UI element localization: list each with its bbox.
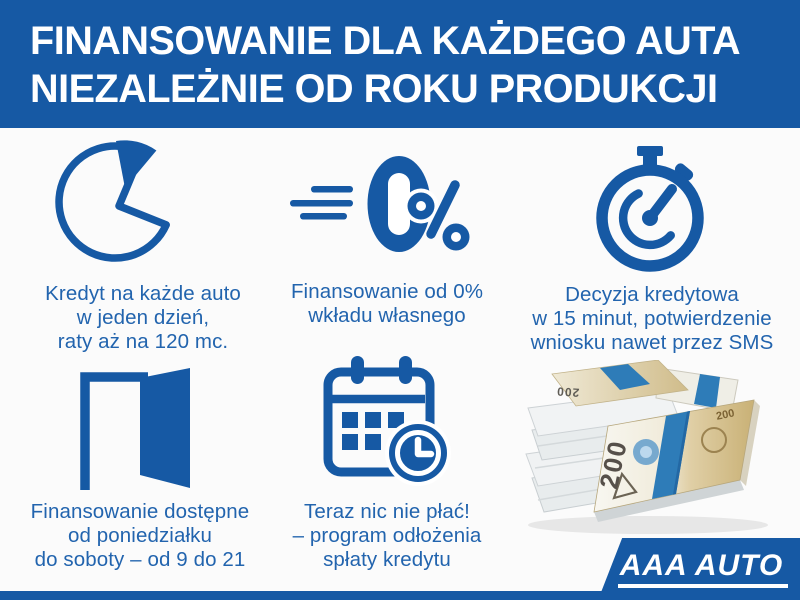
header-line-1: FINANSOWANIE DLA KAŻDEGO AUTA: [30, 19, 741, 63]
pie-chart-icon: [55, 140, 170, 262]
caption-line: Decyzja kredytowa: [565, 283, 739, 306]
calendar-clock-icon: [323, 356, 451, 486]
brand-banner: AAA AUTO: [598, 538, 800, 600]
caption-line: raty aż na 120 mc.: [57, 330, 229, 353]
caption-line: wniosku nawet przez SMS: [530, 331, 774, 354]
feature-caption-deferred-payment: Teraz nic nie płać! – program odłożenia …: [262, 500, 512, 572]
feature-caption-credit: Kredyt na każde auto w jeden dzień, raty…: [18, 282, 268, 354]
caption-line: Teraz nic nie płać!: [304, 500, 470, 523]
bottom-stripe: [0, 591, 800, 600]
caption-line: od poniedziałku: [68, 524, 212, 547]
caption-line: do soboty – od 9 do 21: [34, 548, 246, 571]
caption-line: Finansowanie dostępne: [30, 500, 250, 523]
feature-caption-decision: Decyzja kredytowa w 15 minut, potwierdze…: [518, 283, 786, 355]
header-line-2: NIEZALEŻNIE OD ROKU PRODUKCJI: [30, 67, 718, 111]
caption-line: w 15 minut, potwierdzenie: [532, 307, 772, 330]
caption-line: spłaty kredytu: [323, 548, 451, 571]
caption-line: – program odłożenia: [292, 524, 482, 547]
banknote-value-label: 200: [715, 407, 735, 423]
caption-line: wkładu własnego: [308, 304, 466, 327]
caption-line: Kredyt na każde auto: [45, 282, 241, 305]
money-stacks-image: 200 200 200: [525, 360, 768, 534]
zero-percent-icon: [290, 156, 470, 252]
banknote-value-label: 200: [556, 384, 580, 400]
stopwatch-icon: [596, 146, 704, 272]
header-banner: FINANSOWANIE DLA KAŻDEGO AUTA NIEZALEŻNI…: [0, 0, 800, 128]
feature-caption-availability: Finansowanie dostępne od poniedziałku do…: [14, 500, 266, 572]
brand-logo: AAA AUTO: [617, 550, 789, 588]
open-door-icon: [80, 368, 190, 490]
caption-line: Finansowanie od 0%: [290, 280, 484, 303]
feature-caption-zero-percent: Finansowanie od 0% wkładu własnego: [262, 280, 512, 328]
caption-line: w jeden dzień,: [76, 306, 210, 329]
